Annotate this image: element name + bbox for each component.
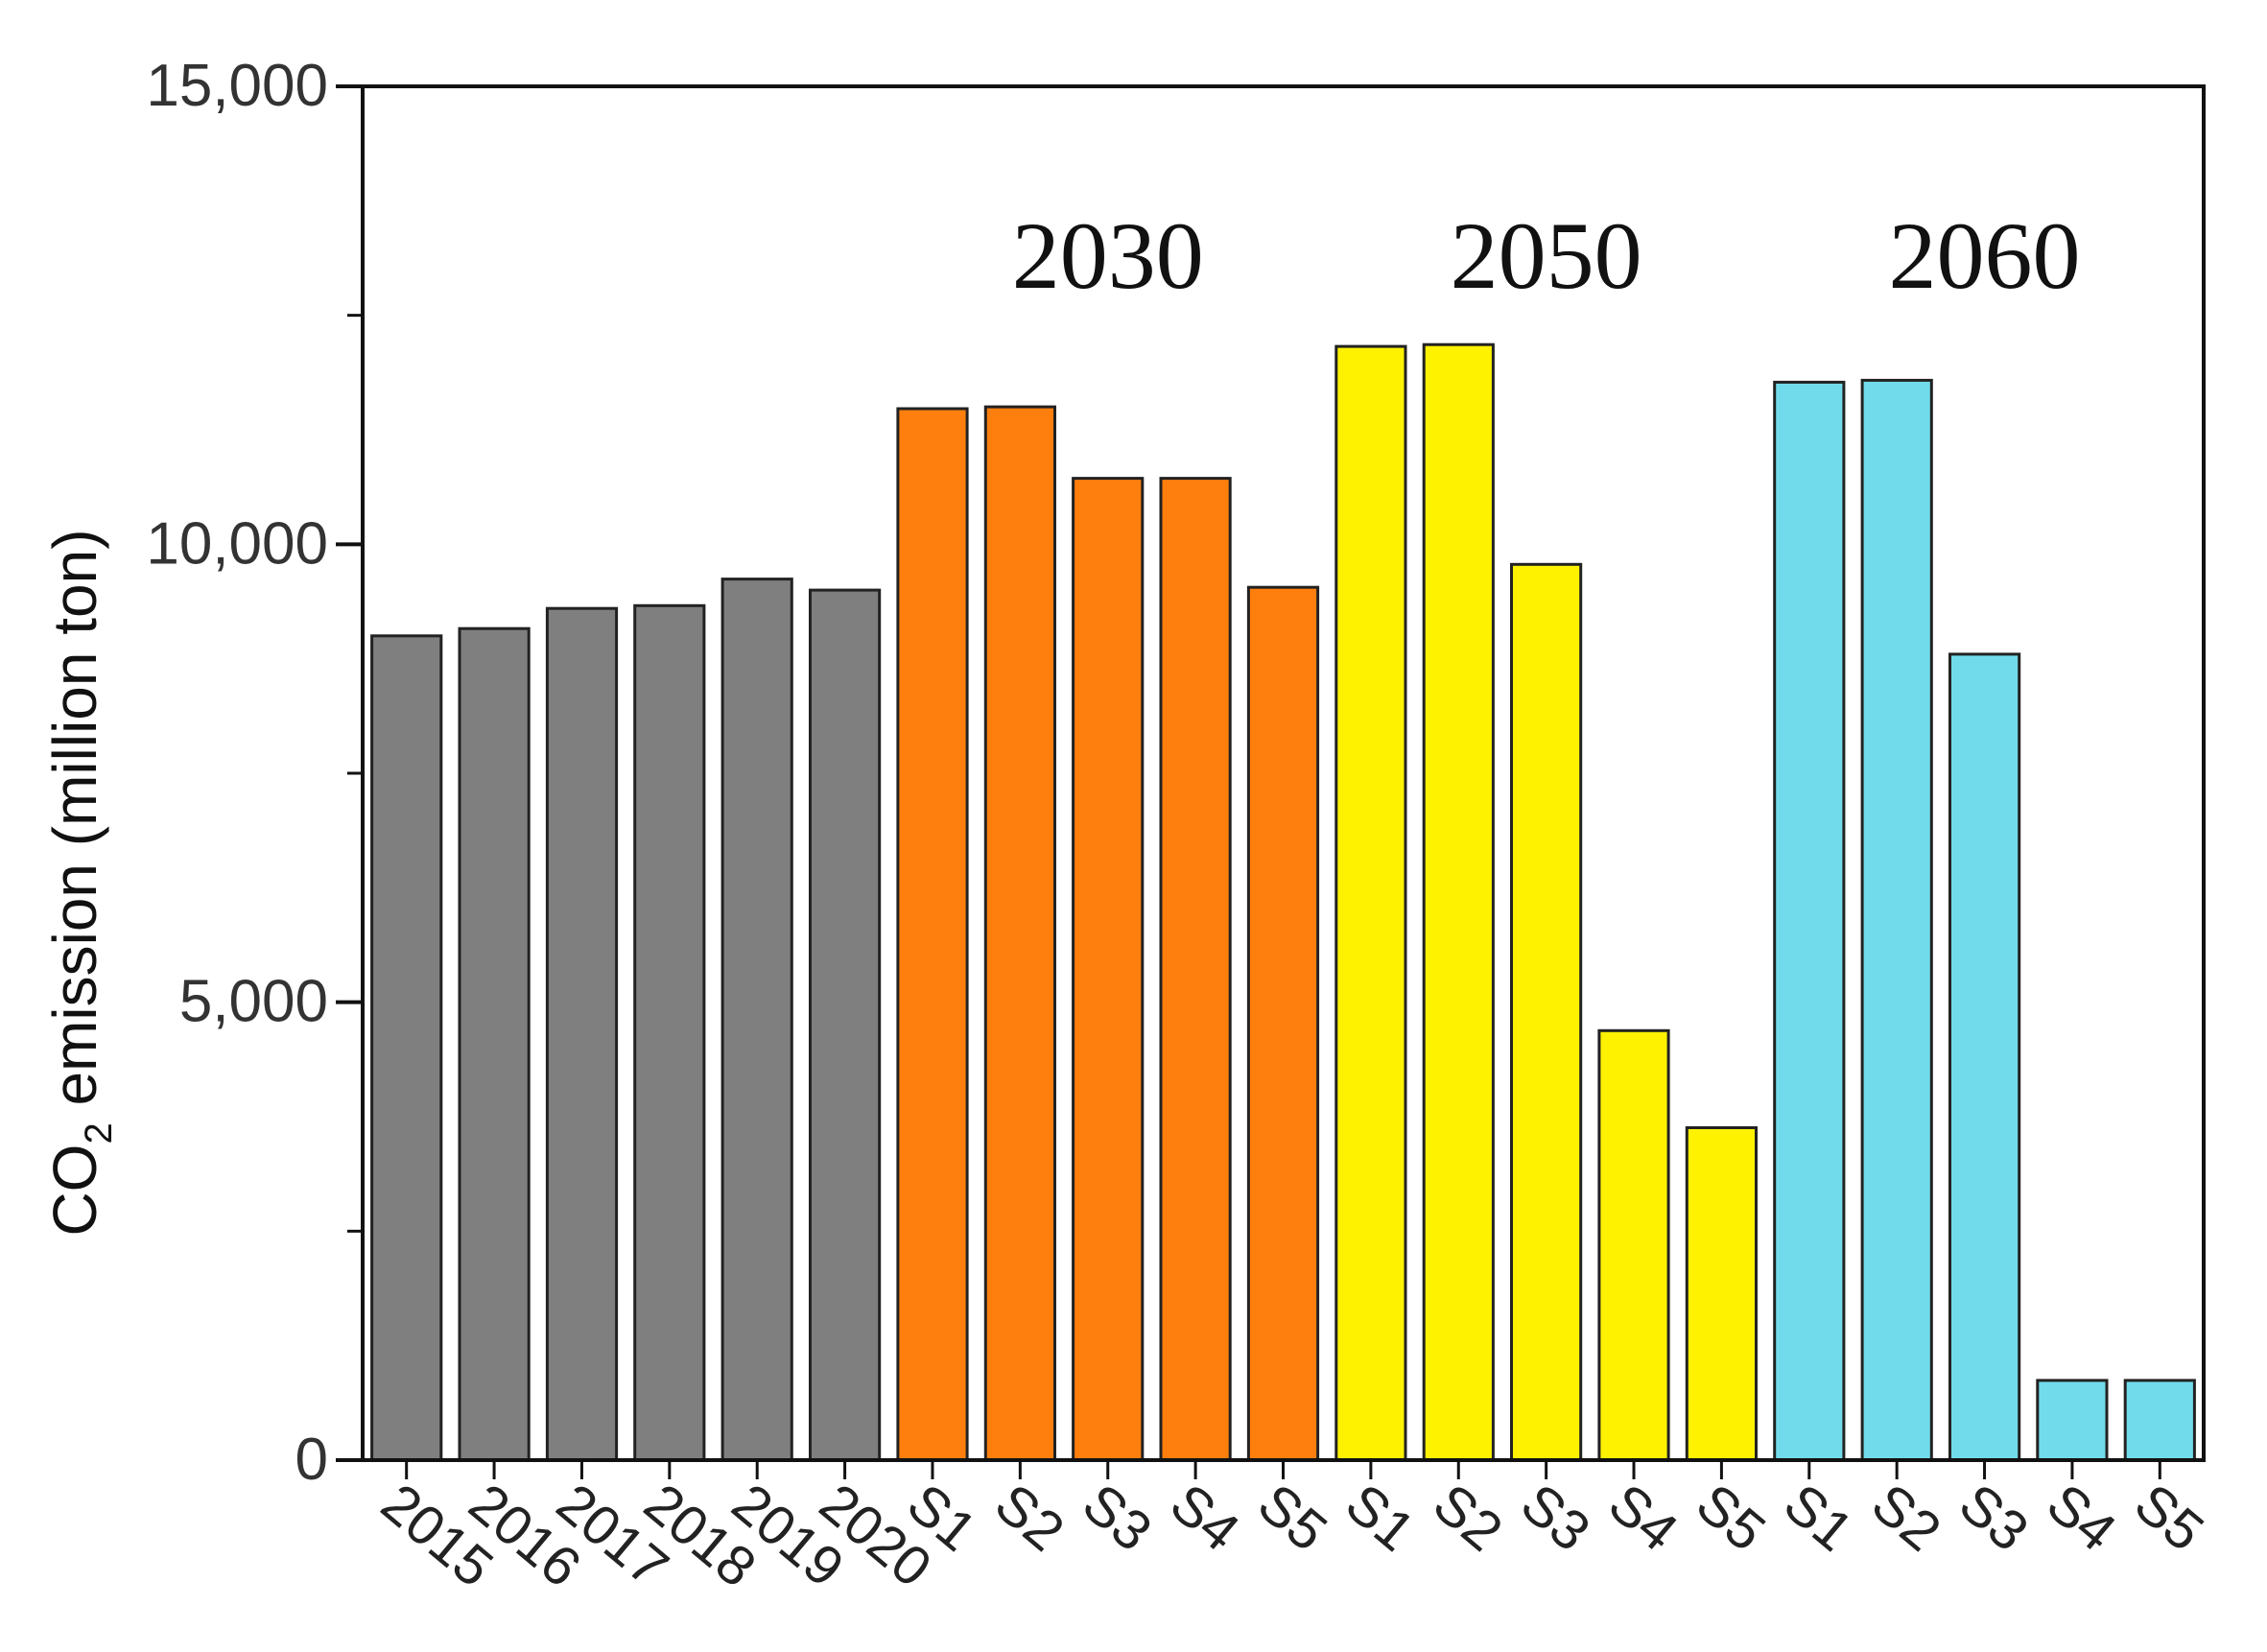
x-tick-label-11: S1 [1334, 1472, 1427, 1563]
x-tick-label-17: S2 [1860, 1472, 1952, 1563]
bar-18 [1948, 652, 2021, 1462]
bar-8 [1072, 477, 1145, 1462]
y-axis-title: CO2 emission (million ton) [40, 529, 120, 1236]
group-label-2060: 2060 [1889, 202, 2081, 309]
bars-layer [370, 342, 2196, 1462]
x-tick-label-8: S3 [1071, 1472, 1163, 1563]
group-label-2050: 2050 [1451, 202, 1642, 309]
bar-11 [1334, 344, 1407, 1462]
y-tick-label-0: 0 [295, 1427, 328, 1493]
x-tick-label-15: S5 [1685, 1472, 1777, 1563]
x-tick-label-9: S4 [1159, 1472, 1251, 1563]
y-tick-label-1: 5,000 [179, 969, 328, 1035]
y-axis-ticks: 0 5,000 10,000 15,000 [146, 53, 363, 1493]
bar-15 [1685, 1126, 1759, 1462]
bar-2 [545, 606, 619, 1462]
group-labels: 2030 2050 2060 [1012, 202, 2081, 309]
bar-16 [1773, 380, 1846, 1462]
bar-20 [2123, 1379, 2196, 1462]
bar-17 [1860, 378, 1933, 1462]
x-tick-label-12: S2 [1422, 1472, 1514, 1563]
bar-7 [983, 405, 1057, 1462]
y-axis-title-main: CO [40, 1145, 109, 1237]
bar-6 [896, 407, 969, 1462]
bar-9 [1159, 477, 1232, 1462]
bar-5 [809, 588, 882, 1462]
y-tick-label-2: 10,000 [146, 510, 328, 577]
x-tick-label-20: S5 [2123, 1472, 2215, 1563]
y-axis-title-rest: emission (million ton) [40, 529, 109, 1122]
x-tick-label-10: S5 [1246, 1472, 1338, 1563]
x-axis-ticks: 201520162017201820192020S1S2S3S4S5S1S2S3… [369, 1460, 2215, 1599]
bar-13 [1510, 562, 1583, 1462]
x-tick-label-13: S3 [1509, 1472, 1601, 1563]
bar-12 [1422, 342, 1495, 1462]
x-tick-label-18: S3 [1948, 1472, 2040, 1563]
x-tick-label-14: S4 [1597, 1472, 1689, 1563]
group-label-2030: 2030 [1012, 202, 1204, 309]
y-axis-title-subscript: 2 [78, 1122, 120, 1144]
bar-0 [370, 634, 443, 1462]
x-tick-label-16: S1 [1772, 1472, 1864, 1563]
bar-14 [1597, 1028, 1670, 1462]
bar-1 [458, 626, 531, 1462]
bar-3 [633, 603, 706, 1462]
y-tick-label-3: 15,000 [146, 53, 328, 119]
x-tick-label-7: S2 [983, 1472, 1075, 1563]
bar-19 [2036, 1379, 2109, 1462]
bar-4 [720, 578, 793, 1462]
x-tick-label-19: S4 [2036, 1472, 2128, 1563]
bar-10 [1246, 585, 1320, 1462]
